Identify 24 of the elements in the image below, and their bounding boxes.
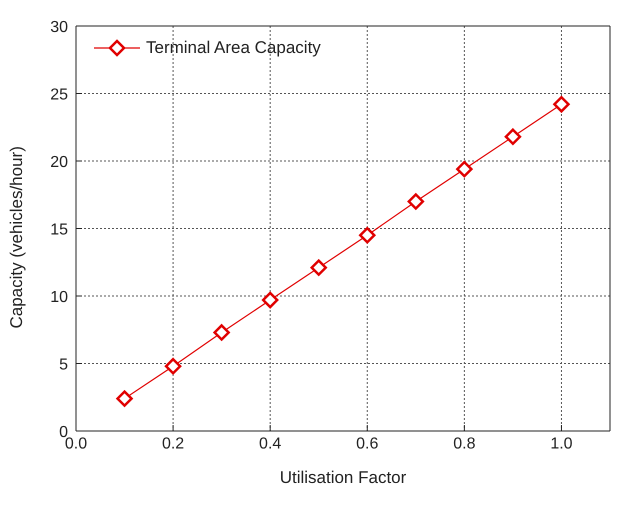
- x-tick-label: 0.4: [259, 435, 282, 452]
- point: [504, 128, 522, 145]
- point: [262, 292, 278, 308]
- point: [116, 390, 133, 407]
- point: [164, 358, 182, 374]
- point: [310, 259, 327, 276]
- y-tick-label: 15: [50, 222, 68, 238]
- point: [456, 160, 473, 178]
- x-tick-label: 0.8: [453, 435, 476, 452]
- x-tick-label: 0.6: [356, 435, 378, 452]
- x-axis-title: Utilisation Factor: [280, 468, 407, 487]
- x-tick-label: 1.0: [550, 435, 573, 452]
- y-tick-label: 20: [50, 154, 68, 171]
- y-tick-label: 30: [50, 19, 68, 36]
- y-tick-label: 25: [50, 86, 68, 104]
- y-tick-label: 5: [59, 356, 68, 374]
- point: [408, 193, 424, 210]
- x-tick-label: 0.2: [162, 435, 184, 452]
- point: [359, 227, 376, 244]
- y-tick-label: 10: [50, 289, 68, 306]
- point: [553, 96, 570, 113]
- legend-label: Terminal Area Capacity: [146, 38, 321, 58]
- point: [213, 324, 230, 341]
- y-axis-title: Capacity (vehicles/hour): [7, 146, 26, 328]
